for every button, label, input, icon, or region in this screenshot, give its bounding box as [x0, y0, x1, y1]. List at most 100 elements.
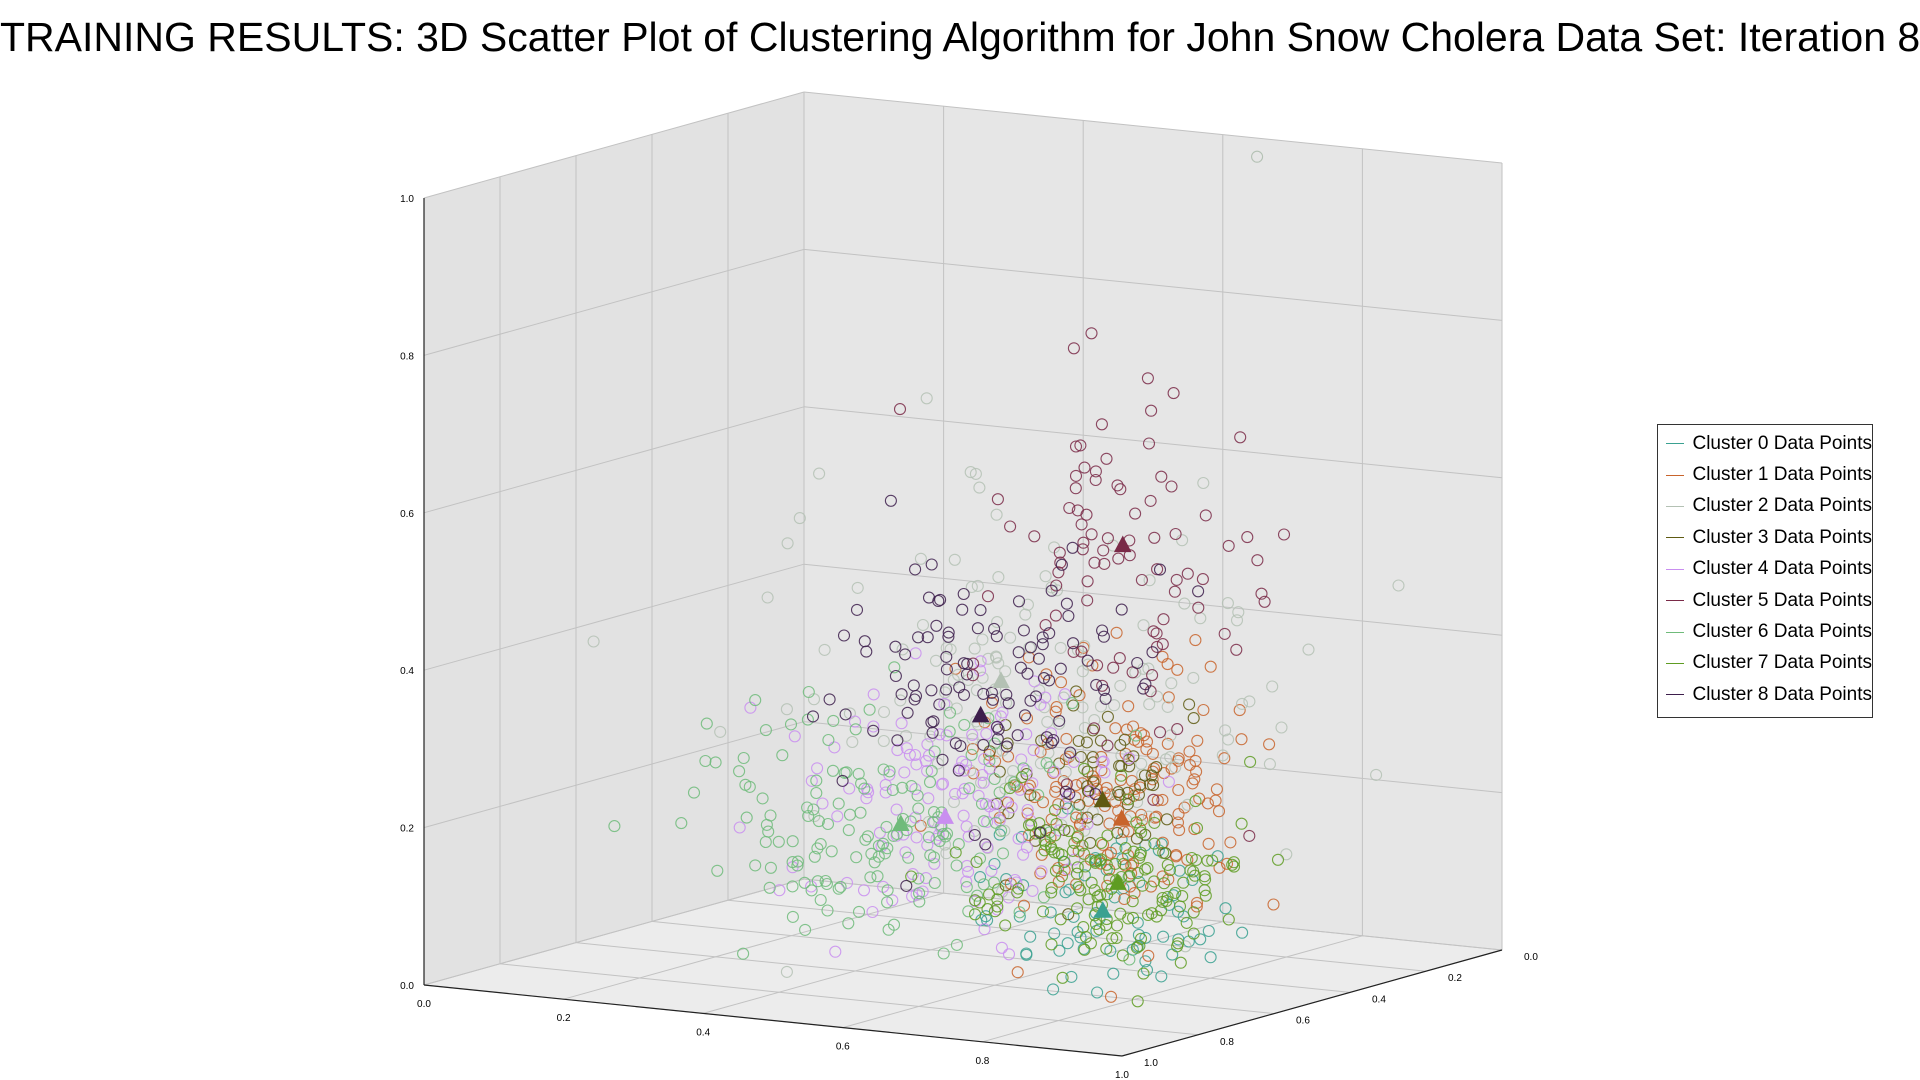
data-point [979, 838, 992, 851]
data-point [964, 466, 977, 479]
data-point [1123, 760, 1136, 773]
data-point [991, 893, 1004, 906]
data-point [813, 467, 826, 480]
data-point [737, 751, 750, 765]
data-point [1146, 669, 1159, 682]
data-point [737, 947, 750, 960]
z-tick-label: 1.0 [400, 194, 414, 205]
data-point [843, 782, 856, 795]
data-point [1059, 886, 1072, 899]
data-point [978, 923, 991, 936]
data-point [1241, 531, 1254, 544]
data-point [949, 846, 962, 859]
data-point [1157, 613, 1170, 626]
data-point [988, 905, 1002, 918]
data-point [1107, 661, 1120, 674]
data-point [1204, 660, 1217, 673]
data-point [981, 590, 995, 603]
data-point [1140, 963, 1154, 977]
data-point [1078, 762, 1091, 775]
data-point [949, 737, 962, 750]
data-point [1075, 518, 1088, 531]
series-6 [608, 661, 1142, 966]
data-point [1126, 911, 1140, 924]
data-point [1027, 744, 1040, 757]
data-point [966, 669, 979, 682]
data-point [935, 778, 948, 791]
data-point [1275, 721, 1288, 734]
data-point [1130, 816, 1143, 829]
data-point [1109, 857, 1122, 870]
data-point [1171, 816, 1185, 829]
data-point [839, 708, 852, 721]
data-point [863, 703, 876, 716]
data-point [1043, 627, 1056, 640]
data-point [816, 797, 829, 810]
data-point [926, 726, 939, 739]
side-grid-z [423, 248, 805, 356]
data-point [1045, 843, 1058, 856]
data-point [995, 941, 1008, 954]
data-point [1230, 614, 1244, 627]
data-point [1199, 509, 1212, 522]
data-point [1127, 845, 1140, 858]
data-point [1100, 452, 1113, 465]
data-point [1148, 531, 1161, 544]
data-point [1104, 990, 1118, 1003]
data-point [960, 875, 973, 888]
data-point [1277, 528, 1291, 541]
data-point [1169, 761, 1182, 774]
data-point [1077, 536, 1090, 549]
data-point [1017, 899, 1031, 912]
data-point [891, 734, 904, 747]
data-point [773, 884, 786, 897]
data-point [990, 746, 1003, 759]
data-point [1090, 782, 1103, 795]
data-point [1033, 826, 1047, 839]
data-point [1150, 910, 1163, 923]
legend-item: Cluster 6 Data Points [1658, 616, 1872, 647]
data-point [1070, 685, 1083, 698]
data-point [806, 710, 820, 723]
data-point [788, 730, 801, 743]
data-point [1149, 811, 1162, 824]
data-point [1113, 652, 1126, 665]
data-point [1169, 886, 1182, 899]
data-point [1128, 887, 1141, 900]
data-point [1199, 873, 1212, 886]
data-point [1024, 641, 1037, 654]
data-point [1146, 747, 1159, 760]
data-point [834, 880, 847, 893]
data-point [1034, 867, 1047, 880]
data-point [1112, 552, 1125, 565]
data-point [1137, 619, 1150, 632]
data-point [1131, 995, 1144, 1008]
data-point [1236, 926, 1249, 939]
data-point [1048, 765, 1061, 778]
legend-item: Cluster 3 Data Points [1658, 522, 1872, 553]
data-point [1060, 778, 1073, 791]
data-point [1116, 949, 1129, 962]
data-point [812, 815, 825, 828]
data-point [974, 655, 987, 668]
data-point [867, 720, 880, 733]
data-point [857, 884, 871, 897]
data-point [1017, 762, 1030, 775]
data-point [1122, 912, 1135, 925]
data-point [1039, 691, 1052, 704]
data-point [786, 880, 799, 893]
data-point [970, 855, 983, 869]
data-point [855, 777, 868, 790]
data-point [1197, 703, 1210, 717]
data-point [991, 493, 1004, 506]
data-point [900, 879, 913, 892]
data-point [1118, 733, 1131, 746]
data-point [1137, 967, 1150, 980]
data-point [903, 748, 916, 761]
data-point [1097, 683, 1111, 697]
data-point [1043, 761, 1056, 774]
data-point [1086, 724, 1099, 737]
data-points [587, 150, 1405, 1008]
data-point [991, 720, 1004, 733]
data-point [1187, 671, 1200, 684]
